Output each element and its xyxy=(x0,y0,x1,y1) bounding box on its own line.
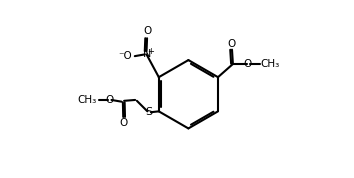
Text: +: + xyxy=(147,47,154,56)
Text: O: O xyxy=(228,39,236,49)
Text: O: O xyxy=(244,59,252,69)
Text: CH₃: CH₃ xyxy=(78,95,97,105)
Text: O: O xyxy=(119,118,127,128)
Text: S: S xyxy=(145,107,152,117)
Text: O: O xyxy=(143,26,151,36)
Text: O: O xyxy=(105,95,114,105)
Text: N: N xyxy=(143,49,152,59)
Text: ⁻O: ⁻O xyxy=(118,51,132,61)
Text: CH₃: CH₃ xyxy=(261,59,280,69)
